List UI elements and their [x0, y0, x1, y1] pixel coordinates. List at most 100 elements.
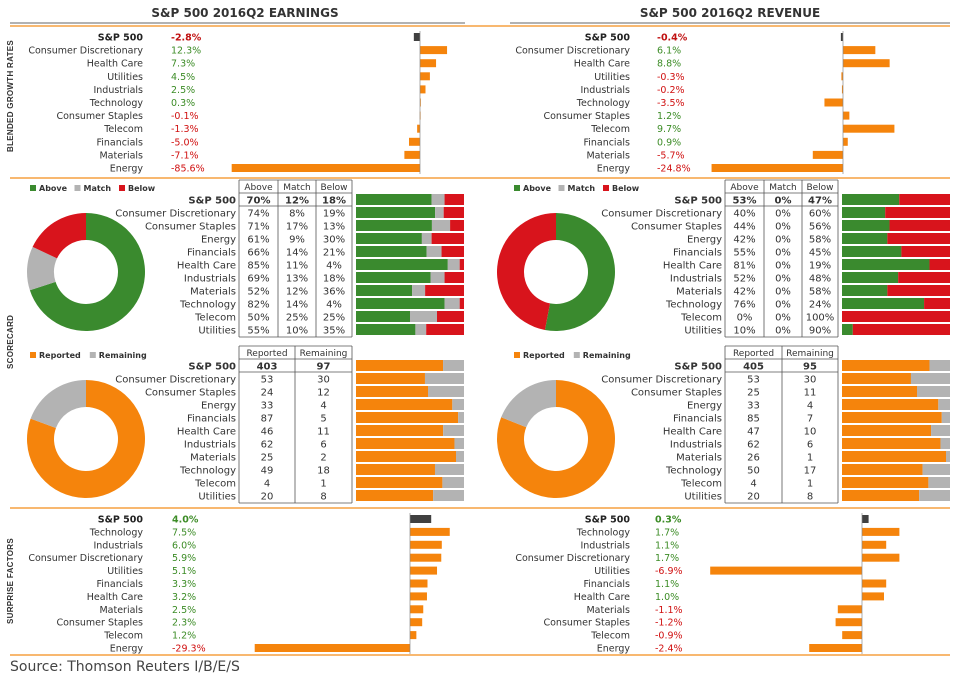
- table-cell: 7: [807, 414, 813, 425]
- stacked-bar-segment: [842, 412, 942, 423]
- stacked-bar-segment: [931, 425, 950, 436]
- table-cell: 8: [807, 492, 813, 503]
- value-label: -6.9%: [655, 566, 683, 577]
- bar: [843, 59, 890, 68]
- table-header: Reported: [733, 349, 774, 359]
- bar: [842, 631, 862, 640]
- stacked-bar-segment: [444, 194, 464, 205]
- category-label: Technology: [89, 98, 144, 109]
- stacked-bar-segment: [428, 386, 464, 397]
- table-cell: 5: [320, 414, 326, 425]
- legend-swatch: [30, 185, 36, 191]
- table-cell: 4: [750, 479, 756, 490]
- stacked-bar-segment: [842, 490, 920, 501]
- value-label: -0.1%: [171, 111, 199, 122]
- row-label: Health Care: [663, 427, 722, 438]
- row-label: Telecom: [194, 479, 236, 490]
- stacked-bar-segment: [443, 207, 464, 218]
- stacked-bar-segment: [356, 373, 425, 384]
- value-label: 12.3%: [171, 46, 201, 57]
- stacked-bar-segment: [842, 438, 941, 449]
- stacked-bar-segment: [842, 220, 890, 231]
- category-label: Financials: [583, 137, 630, 148]
- stacked-bar-segment: [356, 298, 445, 309]
- stacked-bar-segment: [842, 259, 930, 270]
- stacked-bar-segment: [910, 373, 950, 384]
- value-label: -0.3%: [657, 72, 685, 83]
- table-cell: 9%: [289, 235, 305, 246]
- bar: [843, 46, 876, 55]
- table-cell: 36%: [323, 287, 345, 298]
- table-cell: 19%: [323, 209, 345, 220]
- table-cell: 25: [747, 388, 760, 399]
- table-cell: 4%: [326, 300, 342, 311]
- stacked-bar-segment: [425, 285, 464, 296]
- row-label: Technology: [179, 300, 236, 311]
- table-header: Remaining: [786, 349, 834, 359]
- stacked-bar-segment: [922, 464, 950, 475]
- value-label: -1.1%: [655, 605, 683, 616]
- category-label: Telecom: [103, 124, 143, 135]
- table-cell: 14%: [286, 248, 308, 259]
- row-label: Consumer Discretionary: [115, 209, 236, 220]
- table-header: Remaining: [300, 349, 348, 359]
- value-label: 3.3%: [172, 579, 196, 590]
- legend-label: Reported: [523, 351, 565, 360]
- value-label: -24.8%: [657, 164, 691, 175]
- table-cell: 13%: [323, 222, 345, 233]
- value-label: 3.2%: [172, 592, 196, 603]
- stacked-bar-segment: [356, 259, 448, 270]
- stacked-bar-segment: [356, 412, 459, 423]
- value-label: -5.7%: [657, 150, 685, 161]
- row-label: Health Care: [177, 427, 236, 438]
- stacked-bar-segment: [356, 233, 422, 244]
- legend-label: Match: [84, 184, 112, 193]
- bar: [843, 111, 850, 120]
- value-label: 1.1%: [655, 579, 679, 590]
- category-label: Utilities: [594, 566, 630, 577]
- row-label: Energy: [201, 235, 236, 246]
- value-label: -7.1%: [171, 150, 199, 161]
- row-label: Utilities: [684, 492, 722, 503]
- stacked-bar-segment: [946, 451, 950, 462]
- stacked-bar-segment: [842, 360, 930, 371]
- table-header: Reported: [246, 349, 287, 359]
- table-cell: 19%: [809, 261, 831, 272]
- stacked-bar-segment: [452, 399, 464, 410]
- table-cell: 62: [261, 440, 274, 451]
- table-cell: 66%: [247, 248, 269, 259]
- table-cell: 0%: [775, 222, 791, 233]
- stacked-bar-segment: [842, 272, 899, 283]
- bar: [841, 72, 843, 81]
- category-label: Materials: [99, 150, 143, 161]
- category-label: Consumer Staples: [543, 111, 630, 122]
- category-label: Technology: [576, 527, 631, 538]
- table-cell: 25%: [286, 313, 308, 324]
- stacked-bar-segment: [842, 464, 923, 475]
- stacked-bar-segment: [456, 451, 464, 462]
- bar: [420, 72, 430, 81]
- value-label: -0.9%: [655, 631, 683, 642]
- table-cell: 405: [743, 362, 764, 373]
- stacked-bar-segment: [852, 324, 950, 335]
- table-cell: 0%: [775, 313, 791, 324]
- category-label: S&P 500: [585, 33, 631, 44]
- category-label: Technology: [89, 527, 144, 538]
- category-label: Consumer Discretionary: [515, 553, 630, 564]
- row-label: Telecom: [194, 313, 236, 324]
- stacked-bar-segment: [356, 399, 453, 410]
- table-cell: 6: [320, 440, 326, 451]
- bar: [420, 46, 448, 55]
- table-cell: 82%: [247, 300, 269, 311]
- row-label: Materials: [676, 453, 722, 464]
- stacked-bar-segment: [842, 451, 946, 462]
- bar: [410, 605, 424, 614]
- category-label: Industrials: [93, 540, 143, 551]
- table-cell: 55%: [247, 326, 269, 337]
- value-label: 5.9%: [172, 553, 196, 564]
- stacked-bar-segment: [901, 246, 950, 257]
- bar: [231, 164, 420, 172]
- value-label: 6.0%: [172, 540, 196, 551]
- category-label: Materials: [99, 605, 143, 616]
- table-cell: 0%: [775, 300, 791, 311]
